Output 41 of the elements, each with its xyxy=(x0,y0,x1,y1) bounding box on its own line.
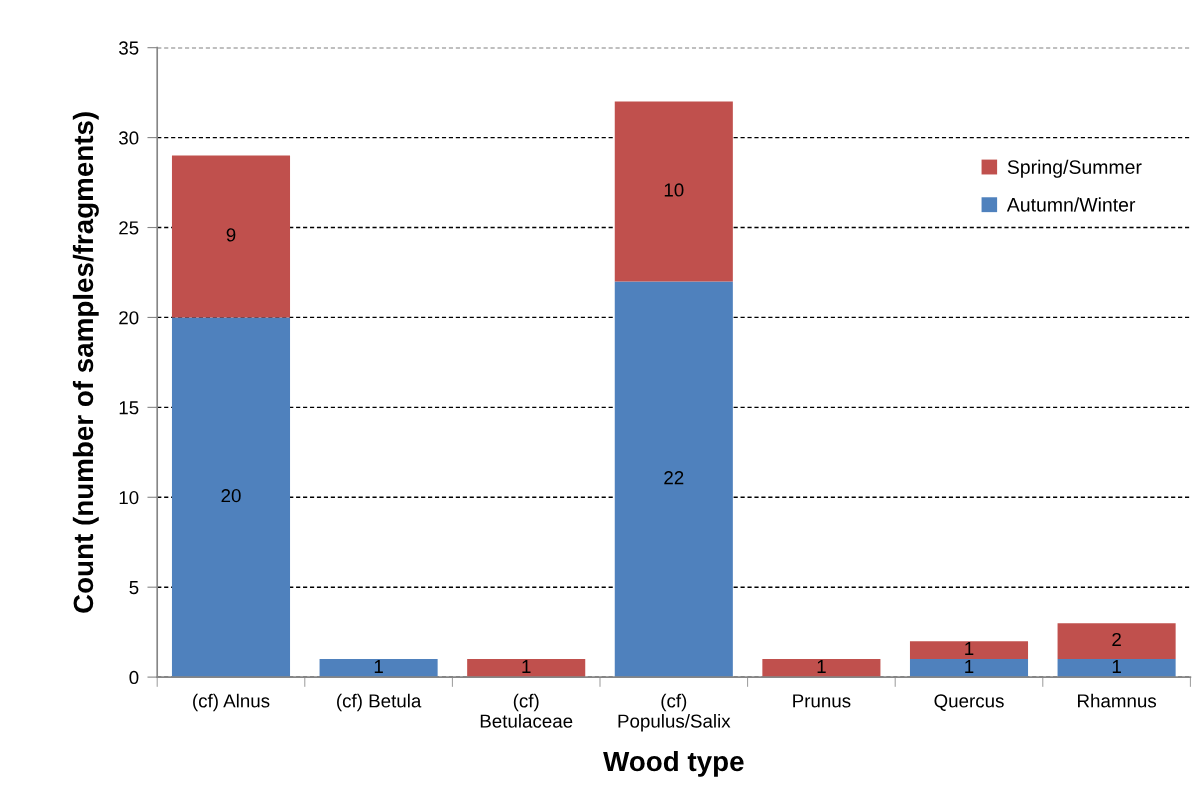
data-label: 10 xyxy=(664,183,684,197)
bar xyxy=(909,659,1029,678)
data-label: 1 xyxy=(374,660,383,673)
data-label: 1 xyxy=(965,660,974,673)
y-tick-label: 5 xyxy=(129,581,139,595)
bar xyxy=(909,641,1029,660)
data-label: 2 xyxy=(1112,632,1121,646)
x-tick-label: (cf) Betula xyxy=(337,693,422,712)
data-label: 22 xyxy=(664,471,684,485)
x-tick-label: (cf) Populus/Salix xyxy=(618,693,731,732)
y-tick-label: 25 xyxy=(119,221,139,235)
bar xyxy=(614,281,733,678)
bar xyxy=(171,317,291,678)
bar xyxy=(1057,659,1176,678)
y-axis-title: Count (number of samples/fragments) xyxy=(72,112,99,613)
x-axis-title: Wood type xyxy=(603,750,744,777)
x-tick-label: (cf) Alnus xyxy=(193,693,270,712)
bar xyxy=(171,155,291,318)
legend-label: Autumn/Winter xyxy=(1006,197,1136,212)
x-tick-label: Quercus xyxy=(934,694,1004,711)
data-label: 9 xyxy=(226,228,236,242)
bar xyxy=(467,659,586,678)
y-tick-label: 20 xyxy=(119,311,139,325)
y-tick-label: 10 xyxy=(119,490,139,505)
y-tick-label: 35 xyxy=(119,41,139,55)
bar xyxy=(614,101,733,282)
bar xyxy=(1057,623,1176,660)
data-label: 1 xyxy=(522,660,531,673)
y-tick-label: 30 xyxy=(119,131,139,145)
data-label: 1 xyxy=(817,660,826,673)
bar xyxy=(762,659,881,678)
data-label: 1 xyxy=(1112,660,1121,673)
x-tick-label: (cf) Betulaceae xyxy=(480,693,573,728)
data-label: 20 xyxy=(221,489,241,503)
legend-label: Spring/Summer xyxy=(1007,159,1142,178)
x-tick-label: Prunus xyxy=(793,694,851,708)
data-label: 1 xyxy=(965,642,974,655)
y-tick-label: 15 xyxy=(119,401,139,415)
x-tick-label: Rhamnus xyxy=(1078,693,1157,708)
y-tick-label: 0 xyxy=(129,670,139,685)
bar xyxy=(319,659,438,678)
